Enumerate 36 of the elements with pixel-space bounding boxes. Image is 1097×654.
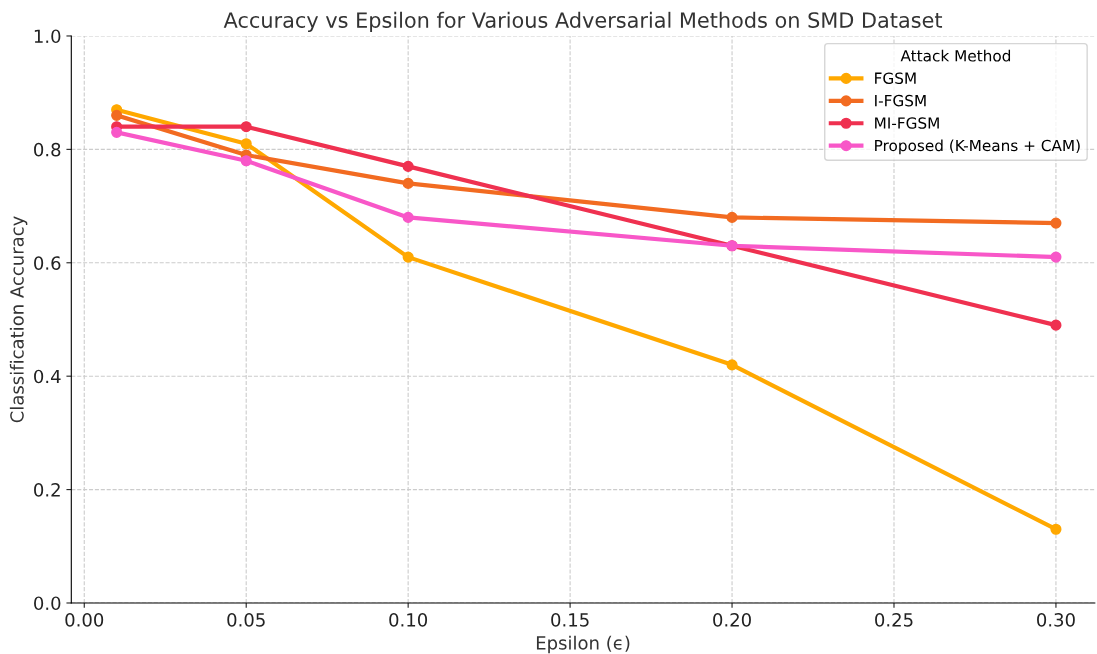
point <box>402 160 414 172</box>
point <box>240 121 252 133</box>
point <box>726 211 738 223</box>
legend-label: FGSM <box>875 72 916 84</box>
y-axis-title: Classification Accuracy <box>9 216 28 423</box>
y-tick-label: 0.4 <box>34 369 61 384</box>
y-tick-label: 1.0 <box>34 29 61 44</box>
legend-label: Proposed (K-Means + CAM) <box>875 139 1080 155</box>
point <box>402 177 414 189</box>
point <box>1050 523 1062 535</box>
x-axis-title: Epsilon (ϵ) <box>536 635 630 654</box>
point <box>402 251 414 263</box>
y-tick-label: 0.2 <box>34 483 60 497</box>
point <box>402 211 414 223</box>
point <box>111 109 123 121</box>
y-tick-label: 0.8 <box>34 142 61 157</box>
legend-label: I-FGSM <box>875 94 926 107</box>
point <box>240 155 252 167</box>
point <box>1050 319 1062 331</box>
legend-label: MI-FGSM <box>875 117 939 129</box>
y-tick-label: 0.6 <box>34 256 61 270</box>
x-tick-label: 0.25 <box>875 613 913 627</box>
legend-title: Attack Method <box>900 49 1011 62</box>
point <box>1050 251 1062 263</box>
point <box>111 126 123 138</box>
point <box>726 359 738 371</box>
x-tick-label: 0.15 <box>551 613 589 627</box>
x-tick-label: 0.10 <box>389 613 428 627</box>
x-tick-label: 0.20 <box>713 613 751 627</box>
x-tick-label: 0.05 <box>227 613 265 627</box>
y-tick-label: 0.0 <box>34 596 61 611</box>
point <box>240 138 252 150</box>
chart-title: Accuracy vs Epsilon for Various Adversarial Methods on SMD Dataset <box>223 11 943 32</box>
x-tick-label: 0.30 <box>1037 613 1075 627</box>
x-tick-label: 0.00 <box>65 613 104 627</box>
point <box>1050 217 1062 229</box>
